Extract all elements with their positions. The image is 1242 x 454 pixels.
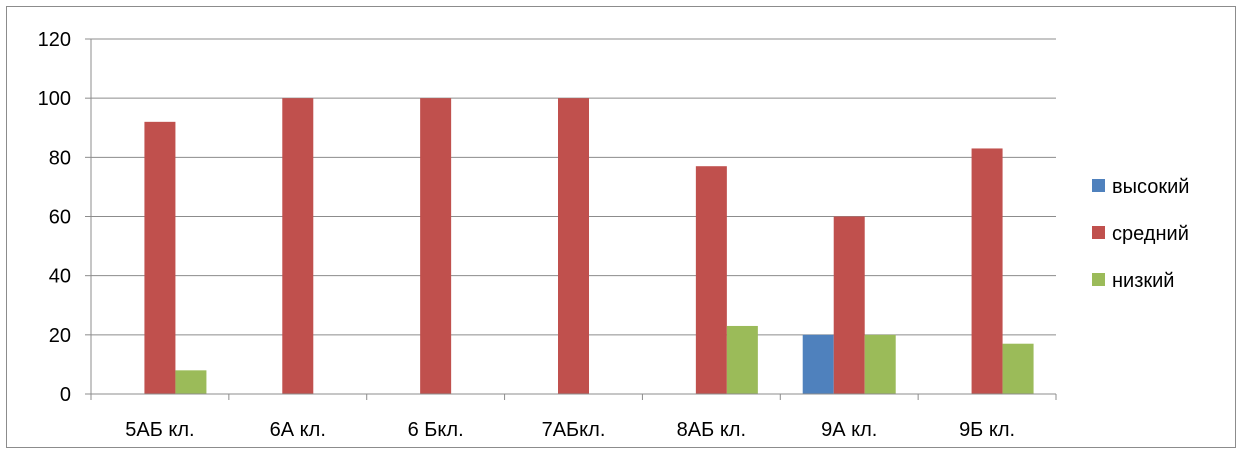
legend-label: высокий <box>1112 176 1189 198</box>
legend-label: низкий <box>1112 270 1174 292</box>
y-tick-label: 0 <box>60 384 71 406</box>
legend-label: средний <box>1112 223 1189 245</box>
bar-средний-4 <box>695 166 727 394</box>
y-tick-label: 120 <box>38 29 71 51</box>
x-tick-label: 9А кл. <box>821 419 877 441</box>
bar-низкий-5 <box>864 334 896 394</box>
bar-низкий-6 <box>1002 343 1034 394</box>
x-tick-label: 8АБ кл. <box>677 419 746 441</box>
bar-низкий-4 <box>726 325 758 394</box>
bar-средний-1 <box>282 98 314 395</box>
y-tick-labels: 0 20 40 60 80 100 120 <box>38 29 71 406</box>
bar-средний-5 <box>833 216 865 394</box>
x-tick-label: 7АБкл. <box>542 419 606 441</box>
legend-swatch-средний <box>1092 226 1105 239</box>
bar-средний-3 <box>558 98 589 395</box>
bar-высокий-5 <box>802 334 834 394</box>
legend-swatch-низкий <box>1092 273 1105 286</box>
x-tick-label: 6 Бкл. <box>408 419 464 441</box>
axes <box>85 38 1057 400</box>
bar-средний-2 <box>420 98 452 395</box>
x-tick-label: 5АБ кл. <box>125 419 194 441</box>
x-tick-label: 6А кл. <box>270 419 326 441</box>
y-tick-label: 20 <box>49 325 71 347</box>
bar-низкий-0 <box>175 370 207 394</box>
bars <box>144 98 1034 395</box>
y-tick-label: 40 <box>49 266 71 288</box>
bar-средний-0 <box>144 121 176 394</box>
legend-swatch-высокий <box>1092 179 1105 192</box>
y-tick-label: 60 <box>49 207 71 229</box>
y-tick-label: 80 <box>49 147 71 169</box>
bar-средний-6 <box>971 148 1003 394</box>
y-tick-label: 100 <box>38 88 71 110</box>
legend: высокий средний низкий <box>1092 176 1189 292</box>
x-tick-label: 9Б кл. <box>959 419 1015 441</box>
x-tick-labels: 5АБ кл. 6А кл. 6 Бкл. 7АБкл. 8АБ кл. 9А кл. 9Б… <box>125 419 1015 441</box>
